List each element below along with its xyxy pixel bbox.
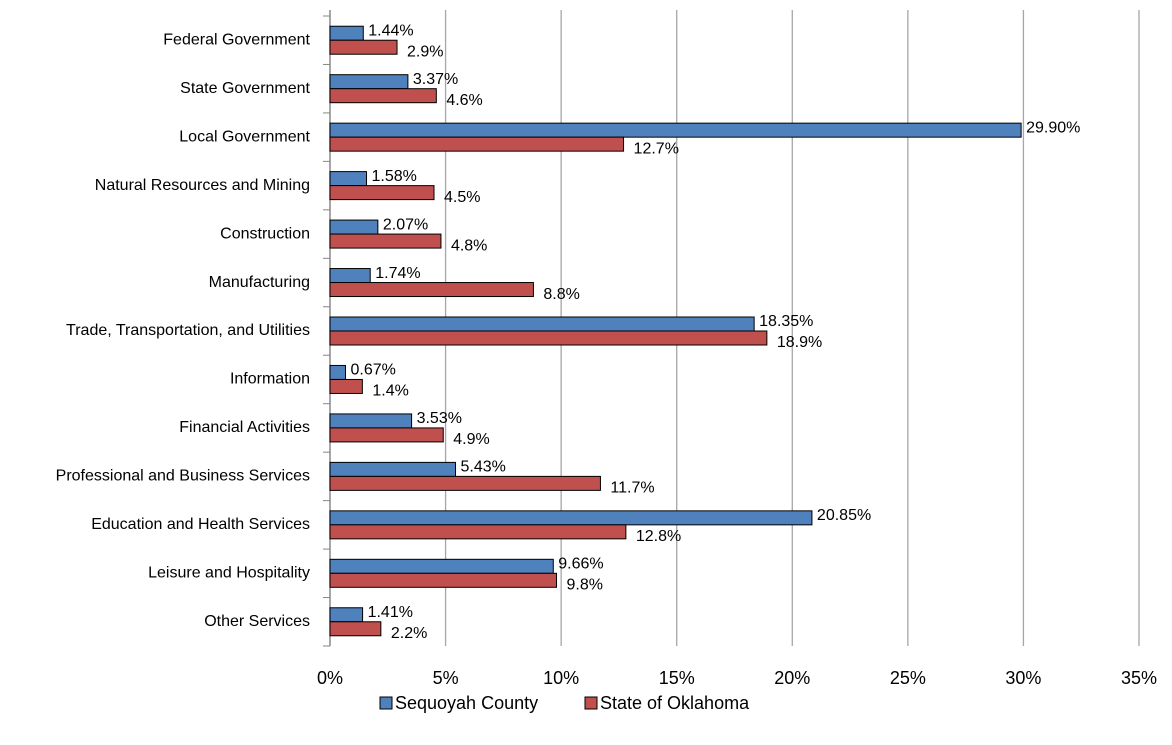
y-tick-label: Information <box>230 371 310 388</box>
value-label: 2.07% <box>383 216 428 233</box>
x-tick-label: 10% <box>543 668 579 688</box>
bar <box>329 330 768 346</box>
bar <box>329 74 409 90</box>
value-label: 29.90% <box>1026 119 1080 136</box>
x-tick-label: 30% <box>1005 668 1041 688</box>
value-label: 11.7% <box>610 480 654 497</box>
bar <box>329 510 813 526</box>
bar <box>329 171 368 187</box>
y-tick-label: Local Government <box>179 128 310 145</box>
x-tick-label: 25% <box>890 668 926 688</box>
y-tick-label: Trade, Transportation, and Utilities <box>66 322 310 339</box>
value-label: 1.58% <box>372 168 417 185</box>
y-tick-label: Professional and Business Services <box>56 468 310 485</box>
y-tick-label: Leisure and Hospitality <box>148 565 310 582</box>
value-label: 1.4% <box>372 383 408 400</box>
value-label: 1.74% <box>375 265 420 282</box>
bar <box>329 364 346 380</box>
legend-swatch <box>584 696 598 710</box>
bar <box>329 233 442 249</box>
value-label: 8.8% <box>543 286 579 303</box>
value-label: 12.8% <box>636 528 681 545</box>
bar <box>329 524 627 540</box>
bar <box>329 461 457 477</box>
y-tick-label: Construction <box>220 225 310 242</box>
value-label: 9.66% <box>558 556 603 573</box>
value-label: 18.9% <box>777 334 822 351</box>
value-label: 20.85% <box>817 507 871 524</box>
value-label: 4.9% <box>453 431 489 448</box>
value-label: 1.44% <box>368 22 413 39</box>
bar <box>329 572 558 588</box>
value-label: 18.35% <box>759 313 813 330</box>
value-label: 2.9% <box>407 43 443 60</box>
bar <box>329 427 444 443</box>
x-tick-label: 35% <box>1121 668 1157 688</box>
value-label: 4.6% <box>446 92 482 109</box>
bar <box>329 607 364 623</box>
legend-swatch <box>379 696 393 710</box>
bar <box>329 621 382 637</box>
bar <box>329 122 1022 138</box>
legend-label: State of Oklahoma <box>600 693 750 713</box>
value-label: 5.43% <box>461 459 506 476</box>
value-label: 9.8% <box>567 577 603 594</box>
y-tick-label: Education and Health Services <box>91 516 310 533</box>
x-tick-label: 20% <box>774 668 810 688</box>
x-tick-label: 15% <box>659 668 695 688</box>
bar <box>329 558 554 574</box>
value-label: 1.41% <box>368 604 413 621</box>
bar <box>329 136 625 152</box>
legend-label: Sequoyah County <box>395 693 538 713</box>
bar <box>329 39 398 55</box>
value-label: 0.67% <box>350 362 395 379</box>
bar <box>329 413 413 429</box>
bar <box>329 475 601 491</box>
value-label: 3.53% <box>417 410 462 427</box>
x-tick-label: 5% <box>433 668 459 688</box>
value-label: 3.37% <box>413 71 458 88</box>
bar <box>329 185 435 201</box>
x-tick-label: 0% <box>317 668 343 688</box>
bar <box>329 378 363 394</box>
value-label: 4.8% <box>451 237 487 254</box>
value-label: 2.2% <box>391 625 427 642</box>
value-label: 4.5% <box>444 189 480 206</box>
bar <box>329 88 437 104</box>
y-tick-label: State Government <box>180 80 310 97</box>
bar <box>329 25 364 41</box>
y-tick-label: Natural Resources and Mining <box>95 177 310 194</box>
bar <box>329 268 371 284</box>
y-tick-label: Financial Activities <box>179 419 310 436</box>
y-tick-label: Other Services <box>204 613 310 630</box>
bar <box>329 316 755 332</box>
value-label: 12.7% <box>634 140 679 157</box>
y-tick-label: Federal Government <box>163 31 310 48</box>
bar <box>329 282 534 298</box>
y-tick-label: Manufacturing <box>209 274 310 291</box>
bar <box>329 219 379 235</box>
